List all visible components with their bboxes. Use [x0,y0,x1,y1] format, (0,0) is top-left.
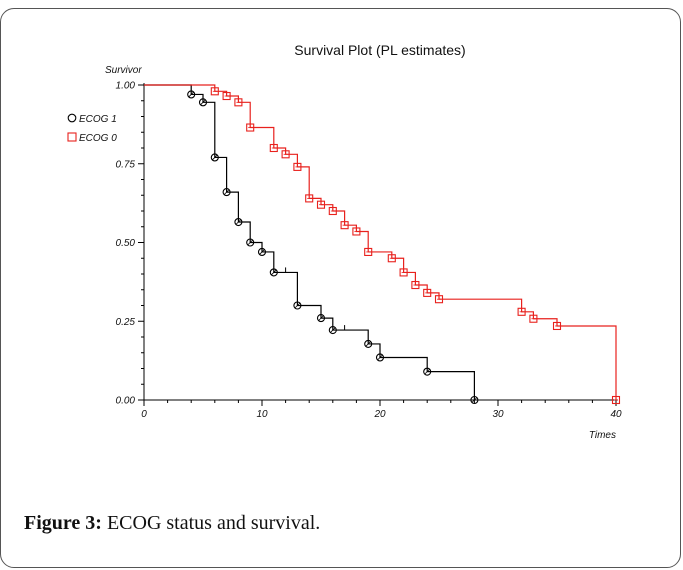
event-marker-slash [223,189,230,195]
event-marker-slash [377,354,383,361]
event-marker [423,288,432,297]
event-marker [517,307,526,316]
event-marker [552,321,562,331]
event-marker [234,98,243,107]
survival-plot: Survival Plot (PL estimates) Survivor Ti… [67,42,622,441]
caption-text: ECOG status and survival. [101,512,321,534]
event-marker [340,221,349,230]
legend: ECOG 1 ECOG 0 [67,113,117,144]
event-marker-slash [200,99,206,106]
legend-label: ECOG 1 [79,114,117,125]
event-marker [293,162,302,171]
event-marker-slash [235,219,242,225]
event-marker [281,150,290,159]
x-tick-label: 0 [141,409,147,420]
event-marker-slash [271,269,277,276]
event-marker [529,314,538,323]
event-marker [328,326,337,335]
event-marker-slash [471,397,478,403]
event-marker-slash [212,154,218,161]
event-marker [375,353,385,362]
event-marker [470,395,479,405]
y-tick-label: 0.00 [116,396,136,407]
survival-curve-ecog-1 [144,84,475,400]
event-marker [316,200,326,209]
y-tick-label: 0.25 [116,317,136,328]
event-marker [411,280,420,290]
event-marker-slash [318,315,324,321]
y-tick-label: 1.00 [116,81,136,92]
event-marker [198,98,208,107]
caption-label: Figure 3: [24,512,102,534]
chart-title: Survival Plot (PL estimates) [294,42,465,58]
event-marker [257,247,267,256]
event-marker-slash [259,249,265,255]
event-marker [222,188,231,197]
event-marker [364,339,373,348]
figure-caption: Figure 3: ECOG status and survival. [24,512,320,535]
y-tick-label: 0.75 [116,159,136,170]
event-marker [187,90,196,99]
event-marker-slash [424,368,430,375]
figure-frame [0,8,681,568]
event-marker [328,206,337,216]
event-marker [269,268,278,277]
event-marker [269,143,278,153]
event-marker-slash [330,327,336,333]
event-marker [434,295,444,304]
event-marker [611,395,621,405]
x-tick-label: 40 [610,409,622,420]
series-layer [144,84,621,405]
event-marker-slash [365,341,371,347]
event-marker [246,123,255,132]
event-marker [293,301,302,310]
event-marker [399,268,408,277]
x-tick-label: 30 [492,409,504,420]
y-axis-label: Survivor [105,65,142,76]
event-marker-slash [188,91,194,98]
event-marker [246,238,255,247]
x-tick-label: 10 [256,409,268,420]
event-marker [222,91,231,101]
axes: 0 10 20 30 40 0.00 0.25 0.50 0.75 1.00 [116,81,622,421]
legend-square-marker [67,132,77,142]
event-marker [234,217,243,227]
event-marker [316,314,326,323]
event-marker [387,254,396,263]
y-tick-label: 0.50 [116,238,136,249]
x-tick-label: 20 [373,409,386,420]
event-marker [423,367,432,376]
x-axis-label: Times [589,430,616,441]
event-marker [210,87,219,96]
event-marker [364,247,373,256]
event-marker [352,227,361,236]
event-marker-slash [294,302,301,309]
event-marker [210,153,219,162]
legend-label: ECOG 0 [79,133,117,144]
legend-circle-marker [67,113,77,123]
event-marker-slash [247,239,253,246]
event-marker [305,194,314,203]
